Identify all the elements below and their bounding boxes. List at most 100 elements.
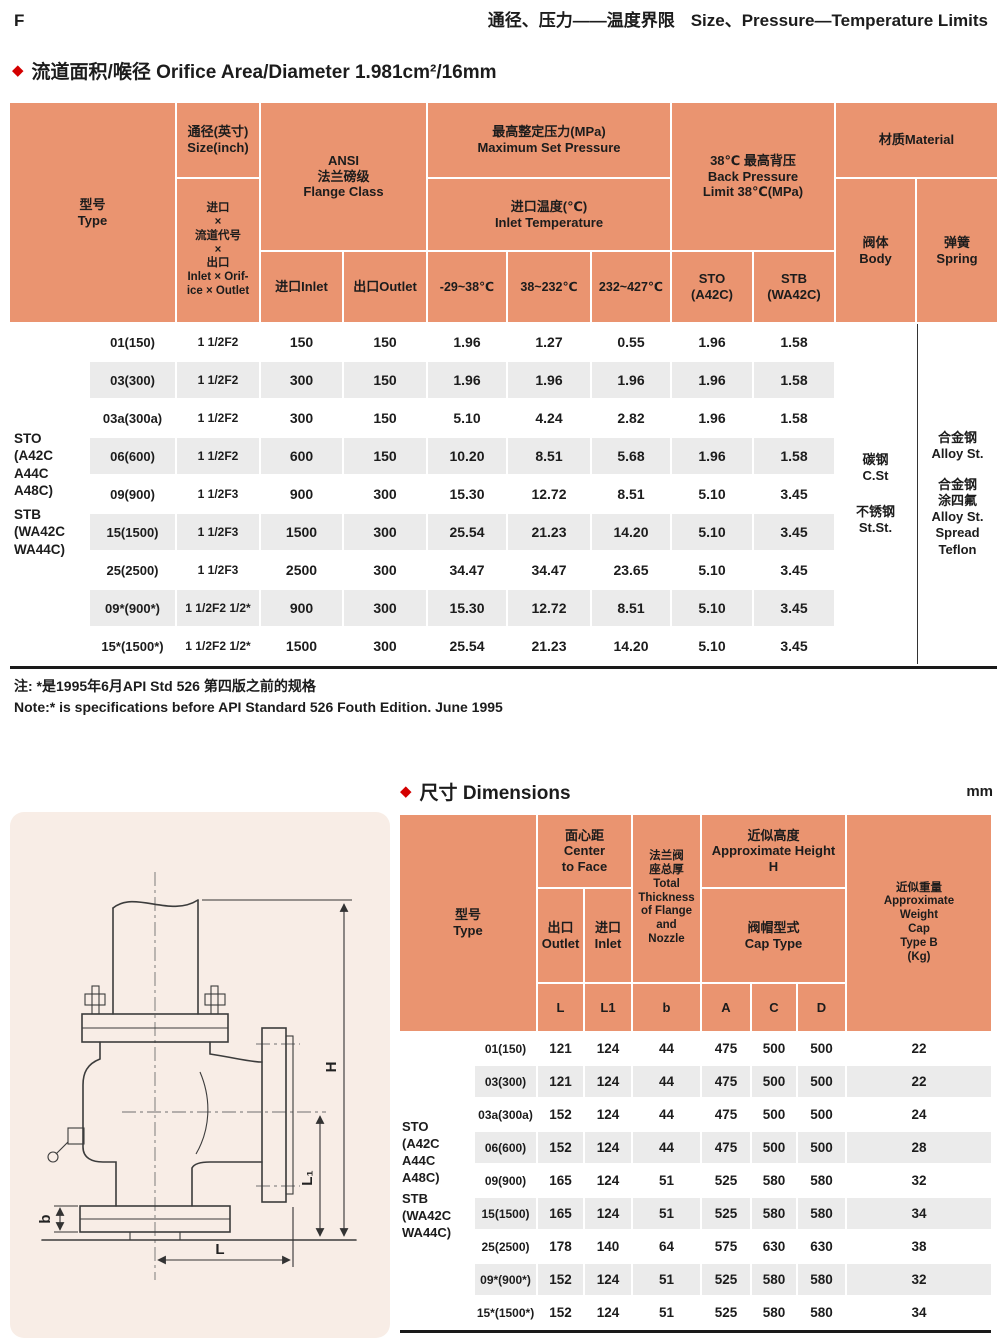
cell-backpressure-sto: 5.10 bbox=[672, 590, 752, 626]
cell-d: 580 bbox=[810, 1173, 833, 1188]
cell-backpressure-stb: 1.58 bbox=[754, 438, 834, 474]
cell-l: 152 bbox=[538, 1264, 583, 1295]
cell-pressure-range1: 25.54 bbox=[428, 514, 506, 550]
header-max-set-pressure: 最高整定压力(MPa) Maximum Set Pressure bbox=[428, 103, 670, 177]
cell-weight: 22 bbox=[847, 1066, 991, 1097]
cell-backpressure-stb: 3.45 bbox=[754, 514, 834, 550]
table-row: 09*(900*) 1 1/2F2 1/2* 900 300 15.30 12.… bbox=[90, 590, 834, 626]
header-approximate-weight: 近似重量 Approximate Weight Cap Type B (Kg) bbox=[847, 815, 991, 1031]
cell-pressure-range1: 5.10 bbox=[453, 410, 481, 426]
cell-type: 15(1500) bbox=[90, 514, 175, 550]
cell-l: 165 bbox=[538, 1198, 583, 1229]
cell-type: 25(2500) bbox=[481, 1239, 530, 1254]
cell-backpressure-sto: 1.96 bbox=[672, 438, 752, 474]
cell-flange-inlet: 1500 bbox=[285, 638, 318, 654]
cell-flange-outlet: 150 bbox=[373, 334, 397, 350]
cell-b: 44 bbox=[633, 1132, 700, 1163]
cell-backpressure-sto: 1.96 bbox=[698, 410, 726, 426]
cell-pressure-range3: 5.68 bbox=[592, 438, 670, 474]
header-col-c: C bbox=[752, 984, 796, 1031]
header-inlet: 进口Inlet bbox=[261, 252, 342, 322]
cell-c: 580 bbox=[752, 1264, 796, 1295]
cell-l1: 124 bbox=[585, 1132, 631, 1163]
header-temp-range-1: -29~38℃ bbox=[428, 252, 506, 322]
header-body-material: 阀体 Body bbox=[836, 179, 915, 322]
cell-weight: 34 bbox=[911, 1305, 927, 1320]
header-spring-material: 弹簧 Spring bbox=[917, 179, 997, 322]
cell-type: 03a(300a) bbox=[478, 1107, 533, 1122]
header-material: 材质Material bbox=[836, 103, 997, 177]
table-row: 03a(300a) 1 1/2F2 300 150 5.10 4.24 2.82… bbox=[90, 400, 834, 436]
cell-backpressure-sto: 5.10 bbox=[672, 514, 752, 550]
cell-pressure-range3: 2.82 bbox=[617, 410, 645, 426]
cell-b: 51 bbox=[658, 1305, 675, 1320]
cell-c: 630 bbox=[762, 1239, 786, 1254]
cell-pressure-range3: 1.96 bbox=[592, 362, 670, 398]
cell-flange-inlet: 600 bbox=[261, 438, 342, 474]
cell-l: 152 bbox=[538, 1132, 583, 1163]
header-temp-range-3: 232~427℃ bbox=[592, 252, 670, 322]
diamond-icon: ◆ bbox=[400, 783, 412, 800]
cell-b: 44 bbox=[658, 1041, 675, 1056]
cell-pressure-range1: 15.30 bbox=[428, 590, 506, 626]
cell-backpressure-sto: 1.96 bbox=[672, 362, 752, 398]
header-ansi-flange-class: ANSI 法兰磅级 Flange Class bbox=[261, 103, 426, 250]
cell-pressure-range1: 15.30 bbox=[449, 486, 485, 502]
page-header: F 通径、压力——温度界限 Size、Pressure—Temperature … bbox=[14, 6, 988, 31]
body-material-stainless-steel: 不锈钢 St.St. bbox=[855, 504, 895, 536]
cell-c: 500 bbox=[752, 1066, 796, 1097]
cell-type: 03(300) bbox=[475, 1066, 536, 1097]
dim-label-l: L bbox=[215, 1241, 224, 1258]
body-material-column: 碳钢 C.St 不锈钢 St.St. bbox=[836, 324, 915, 664]
cell-pressure-range3: 8.51 bbox=[592, 590, 670, 626]
header-outlet: 出口 Outlet bbox=[538, 889, 583, 982]
cell-type: 03(300) bbox=[90, 362, 175, 398]
header-inlet: 进口 Inlet bbox=[585, 889, 631, 982]
cell-a: 525 bbox=[702, 1264, 750, 1295]
cell-size: 1 1/2F2 bbox=[177, 438, 259, 474]
cell-type: 01(150) bbox=[110, 334, 155, 350]
cell-pressure-range2: 21.23 bbox=[531, 638, 567, 654]
group-label-stb: STB (WA42C WA44C) bbox=[402, 1191, 452, 1241]
spring-material-alloy: 合金钢 Alloy St. bbox=[931, 430, 984, 462]
cell-weight: 32 bbox=[847, 1264, 991, 1295]
group-label-sto: STO (A42C A44C A48C) bbox=[14, 430, 54, 499]
cell-l1: 124 bbox=[585, 1198, 631, 1229]
cell-d: 500 bbox=[810, 1041, 833, 1056]
section1-title-text: 流道面积/喉径 Orifice Area/Diameter 1.981cm²/1… bbox=[31, 62, 497, 83]
cell-a: 475 bbox=[702, 1132, 750, 1163]
header-col-a: A bbox=[702, 984, 750, 1031]
header-flange-nozzle-thickness: 法兰阀 座总厚 Total Thickness of Flange and No… bbox=[633, 815, 700, 982]
table-row: 03a(300a) 152 124 44 475 500 500 24 bbox=[475, 1099, 991, 1130]
cell-pressure-range3: 14.20 bbox=[592, 514, 670, 550]
cell-b: 44 bbox=[658, 1107, 675, 1122]
cell-type: 15(1500) bbox=[475, 1198, 536, 1229]
cell-pressure-range2: 1.27 bbox=[535, 334, 563, 350]
cell-l: 165 bbox=[549, 1173, 572, 1188]
dimension-lines: H L₁ b L bbox=[37, 899, 352, 1267]
footnote-en: Note:* is specifications before API Stan… bbox=[14, 699, 503, 715]
cell-l: 121 bbox=[538, 1066, 583, 1097]
spring-material-alloy-teflon: 合金钢 涂四氟 Alloy St. Spread Teflon bbox=[931, 476, 984, 557]
header-cap-type: 阀帽型式 Cap Type bbox=[702, 889, 845, 982]
cell-d: 580 bbox=[798, 1198, 845, 1229]
cell-type: 15*(1500*) bbox=[101, 638, 164, 654]
table-row: 06(600) 152 124 44 475 500 500 28 bbox=[475, 1132, 991, 1163]
header-col-l1: L1 bbox=[585, 984, 631, 1031]
cell-l1: 124 bbox=[596, 1107, 620, 1122]
table-row: 15*(1500*) 1 1/2F2 1/2* 1500 300 25.54 2… bbox=[90, 628, 834, 664]
section1-title: ◆ 流道面积/喉径 Orifice Area/Diameter 1.981cm²… bbox=[12, 57, 497, 84]
cell-backpressure-sto: 5.10 bbox=[698, 486, 726, 502]
cell-d: 630 bbox=[810, 1239, 833, 1254]
cell-flange-inlet: 900 bbox=[261, 590, 342, 626]
cell-d: 580 bbox=[798, 1264, 845, 1295]
header-type: 型号 Type bbox=[10, 103, 175, 322]
table-row: 01(150) 121 124 44 475 500 500 22 bbox=[475, 1033, 991, 1064]
header-col-d: D bbox=[798, 984, 845, 1031]
cell-backpressure-stb: 1.58 bbox=[754, 362, 834, 398]
cell-c: 500 bbox=[762, 1107, 786, 1122]
cell-l1: 124 bbox=[585, 1066, 631, 1097]
page-title-en: Size、Pressure—Temperature Limits bbox=[690, 11, 988, 30]
cell-pressure-range2: 8.51 bbox=[508, 438, 590, 474]
cell-type: 15*(1500*) bbox=[476, 1305, 535, 1320]
